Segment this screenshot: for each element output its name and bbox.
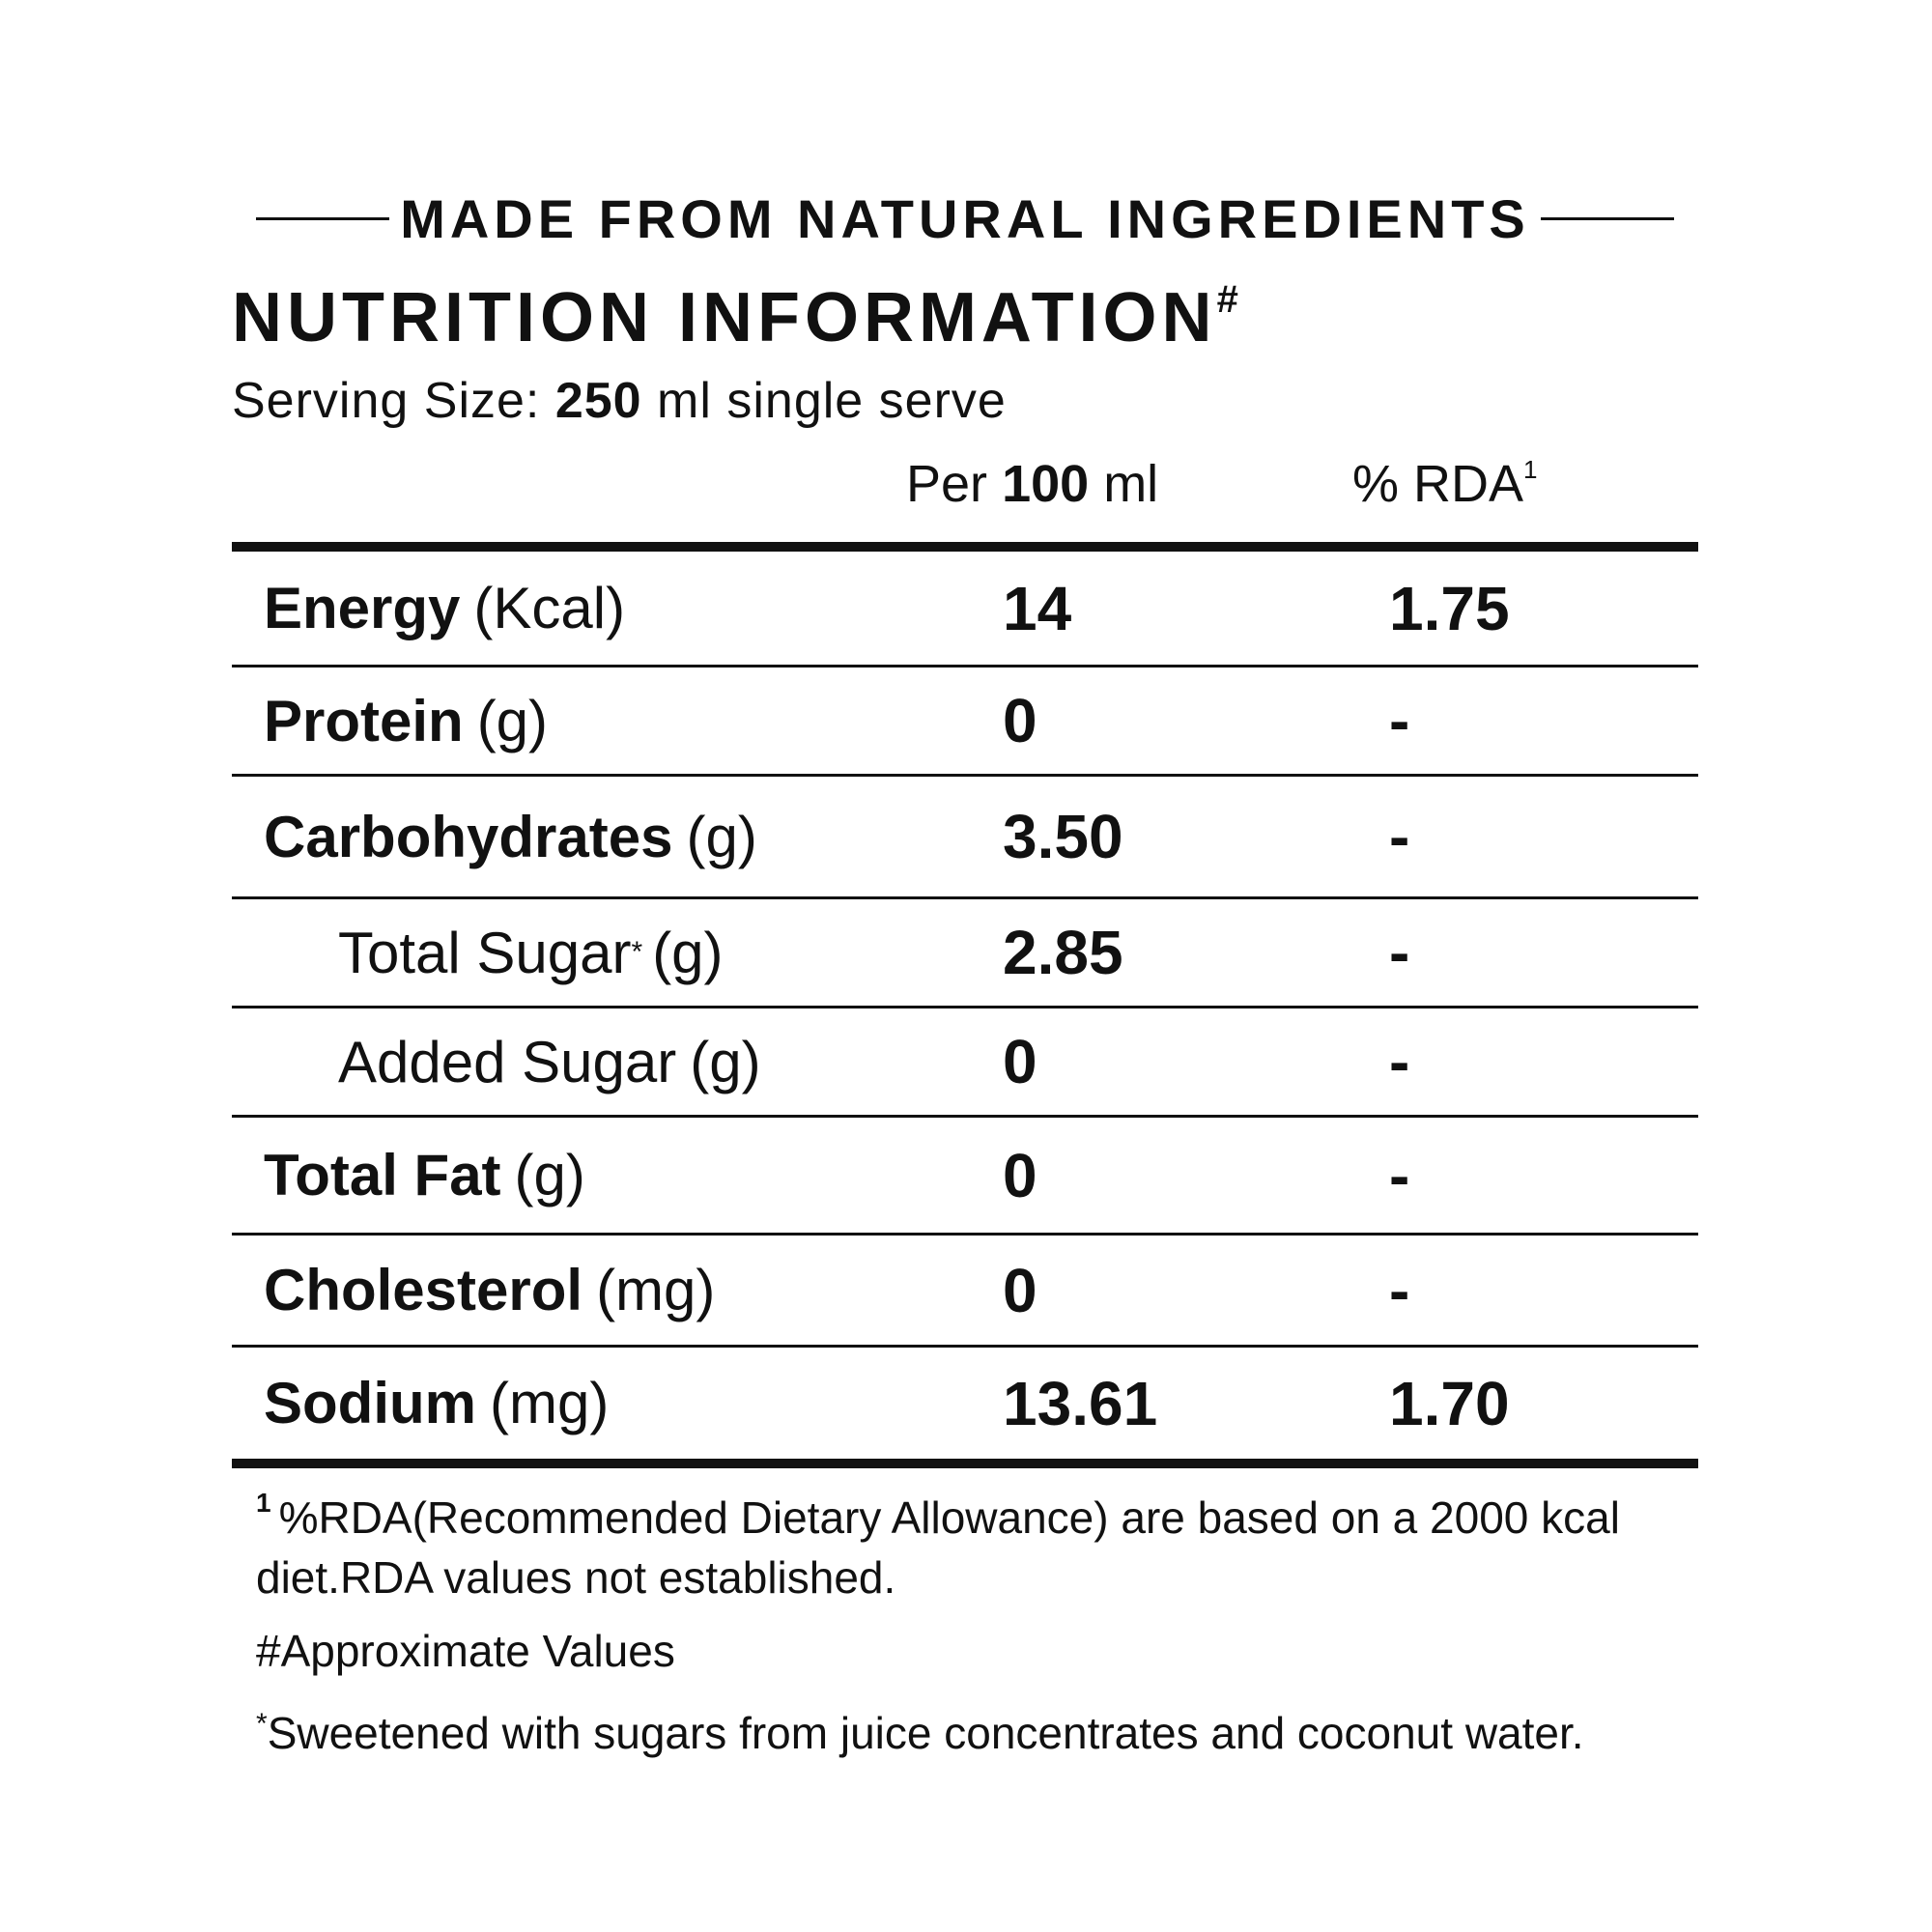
rda-value: - bbox=[1389, 918, 1410, 987]
footnote-rda: 1 %RDA(Recommended Dietary Allowance) are… bbox=[256, 1473, 1705, 1607]
rda-label: % RDA bbox=[1352, 455, 1524, 513]
column-header-per-100ml: Per 100 ml bbox=[906, 454, 1158, 514]
nutrient-unit: (mg) bbox=[490, 1371, 610, 1435]
nutrient-unit: (g) bbox=[652, 920, 724, 985]
nutrient-unit: (g) bbox=[514, 1143, 585, 1208]
nutrient-name: Total Sugar * (g) bbox=[338, 899, 724, 1006]
per-100ml-value: 13.61 bbox=[1003, 1368, 1158, 1438]
nutrient-name: Cholesterol (mg) bbox=[264, 1236, 715, 1345]
per-prefix: Per bbox=[906, 455, 988, 513]
per-100ml-value: 0 bbox=[1003, 1255, 1037, 1325]
rda-value: 1.75 bbox=[1389, 573, 1510, 643]
footnote-rda-text: %RDA(Recommended Dietary Allowance) are … bbox=[256, 1492, 1620, 1603]
per-100ml-value: 14 bbox=[1003, 573, 1072, 643]
rda-value: - bbox=[1389, 1140, 1410, 1210]
nutrient-unit: (Kcal) bbox=[473, 576, 626, 640]
per-unit: ml bbox=[1103, 455, 1159, 513]
table-row-cholesterol: Cholesterol (mg) 0 - bbox=[232, 1233, 1698, 1345]
nutrient-label: Carbohydrates bbox=[264, 804, 673, 869]
rda-value: - bbox=[1389, 1255, 1410, 1325]
nutrient-name: Carbohydrates (g) bbox=[264, 777, 757, 896]
rda-value: - bbox=[1389, 802, 1410, 871]
nutrient-label: Sodium bbox=[264, 1371, 476, 1435]
footnote-sugar: *Sweetened with sugars from juice concen… bbox=[256, 1694, 1705, 1763]
nutrient-unit: (g) bbox=[686, 804, 757, 869]
serving-amount: 250 bbox=[554, 373, 642, 429]
nutrient-label: Energy bbox=[264, 576, 461, 640]
nutrient-unit: (g) bbox=[476, 688, 549, 753]
per-100ml-value: 0 bbox=[1003, 686, 1037, 755]
title-text: NUTRITION INFORMATION bbox=[232, 279, 1217, 356]
nutrient-mark: * bbox=[631, 936, 643, 968]
tagline: MADE FROM NATURAL INGREDIENTS bbox=[256, 184, 1674, 253]
nutrient-unit: (mg) bbox=[596, 1258, 716, 1322]
nutrient-name: Total Fat (g) bbox=[264, 1118, 585, 1233]
nutrient-label: Added Sugar bbox=[338, 1029, 677, 1094]
serving-label: Serving Size: bbox=[232, 373, 541, 429]
table-row-sodium: Sodium (mg) 13.61 1.70 bbox=[232, 1345, 1698, 1459]
per-100ml-value: 0 bbox=[1003, 1140, 1037, 1210]
footnote-approximate: #Approximate Values bbox=[256, 1626, 675, 1676]
table-row-added-sugar: Added Sugar (g) 0 - bbox=[232, 1006, 1698, 1115]
table-row-carbohydrates: Carbohydrates (g) 3.50 - bbox=[232, 774, 1698, 896]
footnotes: 1 %RDA(Recommended Dietary Allowance) are… bbox=[256, 1473, 1705, 1776]
rda-value: 1.70 bbox=[1389, 1368, 1510, 1438]
nutrient-name: Sodium (mg) bbox=[264, 1348, 609, 1459]
page-title: NUTRITION INFORMATION# bbox=[232, 278, 1238, 357]
table-row-protein: Protein (g) 0 - bbox=[232, 665, 1698, 774]
tagline-right-rule bbox=[1541, 216, 1674, 220]
nutrient-label: Cholesterol bbox=[264, 1258, 583, 1322]
tagline-text: MADE FROM NATURAL INGREDIENTS bbox=[400, 187, 1530, 249]
rda-mark: 1 bbox=[1523, 455, 1538, 484]
serving-rest: ml single serve bbox=[657, 373, 1007, 429]
footnote-rda-mark: 1 bbox=[256, 1488, 271, 1518]
tagline-left-rule bbox=[256, 216, 389, 220]
serving-size: Serving Size: 250 ml single serve bbox=[232, 372, 1007, 430]
nutrient-unit: (g) bbox=[690, 1029, 761, 1094]
title-mark: # bbox=[1216, 278, 1238, 321]
table-row-total-sugar: Total Sugar * (g) 2.85 - bbox=[232, 896, 1698, 1006]
nutrient-label: Total Sugar bbox=[338, 920, 632, 985]
footnote-sugar-text: Sweetened with sugars from juice concent… bbox=[267, 1708, 1584, 1758]
rda-value: - bbox=[1389, 1027, 1410, 1096]
nutrient-name: Energy (Kcal) bbox=[264, 552, 625, 665]
per-100ml-value: 3.50 bbox=[1003, 802, 1123, 871]
nutrient-name: Protein (g) bbox=[264, 668, 548, 774]
nutrient-label: Protein bbox=[264, 688, 464, 753]
table-row-total-fat: Total Fat (g) 0 - bbox=[232, 1115, 1698, 1233]
nutrient-label: Total Fat bbox=[264, 1143, 501, 1208]
rda-value: - bbox=[1389, 686, 1410, 755]
per-value: 100 bbox=[1002, 455, 1090, 513]
nutrition-table: Energy (Kcal) 14 1.75 Protein (g) 0 - Carb… bbox=[232, 542, 1698, 1468]
per-100ml-value: 0 bbox=[1003, 1027, 1037, 1096]
per-100ml-value: 2.85 bbox=[1003, 918, 1123, 987]
table-row-energy: Energy (Kcal) 14 1.75 bbox=[232, 552, 1698, 665]
nutrient-name: Added Sugar (g) bbox=[338, 1009, 761, 1115]
footnote-sugar-mark: * bbox=[256, 1708, 268, 1740]
column-header-rda: % RDA1 bbox=[1352, 454, 1538, 514]
